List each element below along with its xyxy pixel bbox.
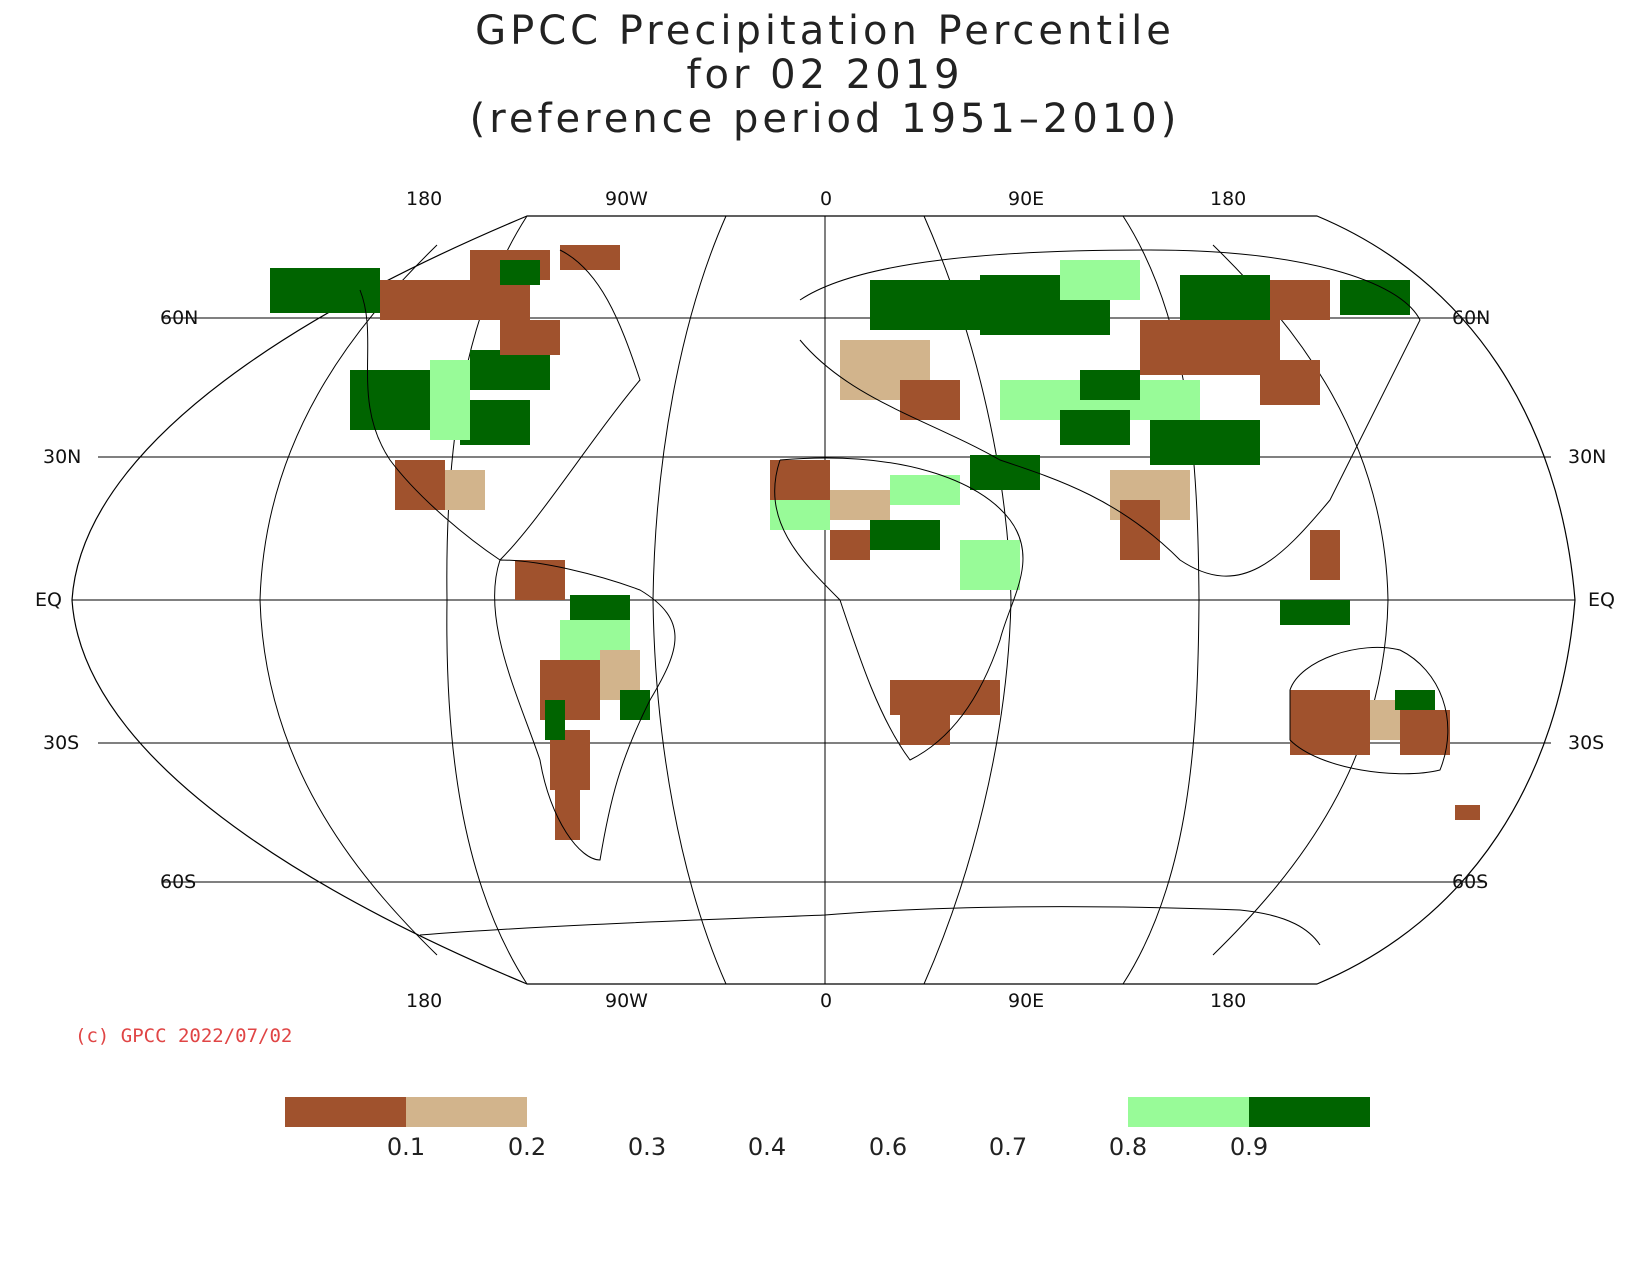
patch-eu-dry bbox=[900, 380, 960, 420]
lon-top-label-180w: 180 bbox=[406, 188, 443, 210]
patch-af-tan bbox=[830, 490, 890, 520]
lat-left-label-30s: 30S bbox=[43, 732, 80, 754]
coast-south-america bbox=[494, 559, 676, 861]
patch-sa-wet2 bbox=[620, 690, 650, 720]
title-line-2: for 02 2019 bbox=[686, 52, 964, 98]
patch-sa-wet3 bbox=[545, 700, 565, 740]
patch-sea-dry bbox=[1310, 530, 1340, 580]
patch-ru-wet3 bbox=[1340, 280, 1410, 315]
lat-right-label-60n: 60N bbox=[1452, 307, 1491, 329]
lat-left-label-60n: 60N bbox=[160, 307, 199, 329]
copyright-notice: (c) GPCC 2022/07/02 bbox=[75, 1025, 293, 1047]
legend-tick-0-7: 0.7 bbox=[988, 1133, 1028, 1161]
legend-tick-0-3: 0.3 bbox=[627, 1133, 667, 1161]
title-line-3: (reference period 1951–2010) bbox=[469, 96, 1181, 142]
patch-eu-wet bbox=[870, 280, 980, 330]
lon-bottom-label-180e: 180 bbox=[1210, 990, 1247, 1012]
legend-box-dry bbox=[406, 1097, 527, 1127]
coast-antarctica bbox=[419, 906, 1321, 946]
patch-alaska-wet bbox=[270, 268, 380, 313]
patch-af-dry3 bbox=[890, 680, 1000, 715]
patch-sa-dry1 bbox=[515, 560, 565, 600]
legend-box-wet bbox=[1128, 1097, 1249, 1127]
lat-left-label-eq: EQ bbox=[35, 589, 62, 611]
legend-box-very-dry bbox=[285, 1097, 406, 1127]
patch-us-wet3 bbox=[460, 400, 530, 445]
lon-bottom-label-90e: 90E bbox=[1008, 990, 1045, 1012]
lon-bottom-label-90w: 90W bbox=[605, 990, 648, 1012]
patch-mex-dry bbox=[395, 460, 445, 510]
patch-ru-dry3 bbox=[1260, 360, 1320, 405]
patch-us-wet1 bbox=[350, 370, 430, 430]
patch-au-dry2 bbox=[1400, 710, 1450, 755]
meridian-150w bbox=[259, 244, 438, 956]
lat-left-label-30n: 30N bbox=[43, 446, 82, 468]
legend-tick-0-2: 0.2 bbox=[507, 1133, 547, 1161]
patch-ru-wet2 bbox=[1180, 275, 1270, 320]
map-boundary bbox=[71, 215, 1576, 985]
lon-top-label-90e: 90E bbox=[1008, 188, 1045, 210]
lat-right-label-30s: 30S bbox=[1568, 732, 1605, 754]
lat-left-label-60s: 60S bbox=[160, 871, 197, 893]
patch-as-dry bbox=[1120, 500, 1160, 560]
lat-right-label-30n: 30N bbox=[1568, 446, 1607, 468]
patch-af-dry4 bbox=[900, 715, 950, 745]
patch-af-wet1 bbox=[870, 520, 940, 550]
patch-me-wet bbox=[970, 455, 1040, 490]
lon-bottom-label-0: 0 bbox=[820, 990, 833, 1012]
patch-as-wet2 bbox=[1150, 420, 1260, 465]
title-line-1: GPCC Precipitation Percentile bbox=[475, 8, 1175, 54]
patch-ru-light bbox=[1060, 260, 1140, 300]
patch-as-wet1 bbox=[1060, 410, 1130, 445]
patch-us-dry bbox=[500, 320, 560, 355]
patch-af-light bbox=[770, 500, 830, 530]
coast-africa bbox=[774, 457, 1024, 761]
patch-af-dry1 bbox=[770, 460, 830, 500]
coastlines bbox=[359, 249, 1449, 946]
lat-right-label-eq: EQ bbox=[1588, 589, 1615, 611]
legend-tick-0-1: 0.1 bbox=[386, 1133, 426, 1161]
patch-af-dry2 bbox=[830, 530, 870, 560]
meridian-120w bbox=[446, 215, 528, 985]
patch-af-light2 bbox=[960, 540, 1020, 590]
patch-canada-dry bbox=[380, 280, 530, 320]
patch-canada-dry3 bbox=[560, 245, 620, 270]
patch-as-wet3 bbox=[1080, 370, 1140, 400]
lon-bottom-label-180w: 180 bbox=[406, 990, 443, 1012]
meridian-150e bbox=[1212, 244, 1389, 956]
precip-patches bbox=[270, 245, 1480, 840]
patch-us-light bbox=[430, 360, 470, 440]
legend-tick-0-8: 0.8 bbox=[1108, 1133, 1148, 1161]
legend-tick-0-4: 0.4 bbox=[747, 1133, 787, 1161]
patch-ru-dry1 bbox=[1140, 320, 1280, 375]
coast-australia bbox=[1289, 646, 1449, 775]
patch-mex-tan bbox=[445, 470, 485, 510]
coast-eurasia bbox=[799, 249, 1421, 577]
patch-sea-wet bbox=[1280, 600, 1350, 625]
legend-box-very-wet bbox=[1249, 1097, 1370, 1127]
lon-top-label-180e: 180 bbox=[1210, 188, 1247, 210]
legend-tick-0-9: 0.9 bbox=[1229, 1133, 1269, 1161]
patch-canada-wet bbox=[500, 260, 540, 285]
patch-nz-dry bbox=[1455, 805, 1480, 820]
patch-ru-dry2 bbox=[1270, 280, 1330, 320]
patch-sa-dry4 bbox=[555, 790, 580, 840]
lon-top-label-90w: 90W bbox=[605, 188, 648, 210]
patch-au-wet bbox=[1395, 690, 1435, 710]
lat-right-label-60s: 60S bbox=[1452, 871, 1489, 893]
patch-us-wet2 bbox=[470, 350, 550, 390]
legend-tick-0-6: 0.6 bbox=[868, 1133, 908, 1161]
lon-top-label-0: 0 bbox=[820, 188, 833, 210]
patch-me-light bbox=[890, 475, 960, 505]
meridian-60w bbox=[652, 215, 727, 985]
patch-au-dry1 bbox=[1290, 690, 1370, 755]
